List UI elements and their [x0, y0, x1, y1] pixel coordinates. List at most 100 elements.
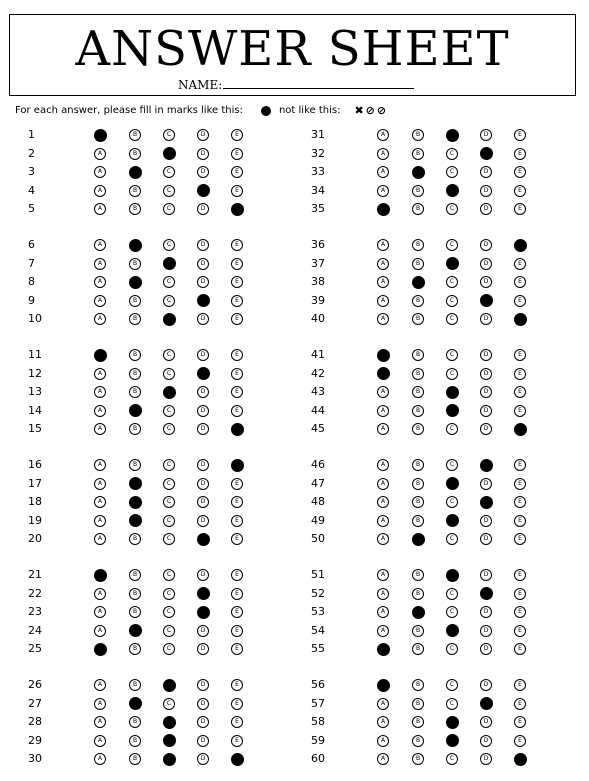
answer-bubble-c[interactable]: C — [163, 496, 175, 508]
answer-bubble-b[interactable]: B — [412, 257, 424, 270]
answer-bubble-c[interactable]: C — [163, 349, 175, 361]
answer-bubble-a[interactable]: A — [377, 423, 389, 435]
answer-bubble-b[interactable] — [128, 514, 142, 527]
answer-bubble-a[interactable]: A — [94, 184, 106, 197]
answer-bubble-a[interactable]: A — [377, 239, 389, 251]
answer-bubble-e[interactable]: E — [514, 276, 526, 288]
answer-bubble-a[interactable]: A — [377, 624, 389, 637]
answer-bubble-a[interactable]: A — [377, 386, 389, 398]
answer-bubble-e[interactable]: E — [231, 496, 243, 508]
answer-bubble-d[interactable]: D — [197, 239, 209, 251]
answer-bubble-d[interactable]: D — [480, 184, 492, 197]
answer-bubble-a[interactable]: A — [94, 496, 106, 508]
answer-bubble-b[interactable] — [128, 238, 142, 252]
answer-bubble-e[interactable]: E — [514, 679, 526, 691]
answer-bubble-c[interactable] — [162, 715, 176, 729]
answer-bubble-e[interactable]: E — [231, 697, 243, 710]
answer-bubble-c[interactable]: C — [446, 367, 458, 380]
answer-bubble-c[interactable] — [445, 184, 459, 197]
answer-bubble-c[interactable]: C — [163, 606, 175, 618]
answer-bubble-d[interactable]: D — [480, 239, 492, 251]
answer-bubble-d[interactable] — [196, 587, 210, 600]
answer-bubble-c[interactable] — [445, 128, 459, 142]
answer-bubble-a[interactable]: A — [94, 753, 106, 765]
answer-bubble-b[interactable]: B — [129, 349, 141, 361]
answer-bubble-d[interactable]: D — [480, 257, 492, 270]
answer-bubble-a[interactable]: A — [94, 386, 106, 398]
answer-bubble-d[interactable]: D — [480, 716, 492, 728]
answer-bubble-d[interactable]: D — [197, 276, 209, 288]
answer-bubble-c[interactable] — [162, 752, 176, 766]
answer-bubble-b[interactable] — [128, 697, 142, 710]
answer-bubble-d[interactable]: D — [197, 716, 209, 728]
answer-bubble-d[interactable]: D — [197, 643, 209, 655]
answer-bubble-a[interactable]: A — [377, 459, 389, 471]
answer-bubble-e[interactable]: E — [514, 569, 526, 581]
answer-bubble-e[interactable]: E — [231, 477, 243, 490]
answer-bubble-e[interactable]: E — [514, 386, 526, 398]
answer-bubble-e[interactable]: E — [231, 569, 243, 581]
answer-bubble-b[interactable]: B — [412, 643, 424, 655]
answer-bubble-c[interactable]: C — [163, 129, 175, 141]
answer-bubble-a[interactable]: A — [94, 166, 106, 178]
answer-bubble-a[interactable]: A — [377, 184, 389, 197]
answer-bubble-a[interactable] — [376, 642, 390, 656]
answer-bubble-b[interactable]: B — [412, 587, 424, 600]
answer-bubble-a[interactable] — [376, 202, 390, 216]
answer-bubble-c[interactable] — [162, 312, 176, 326]
answer-bubble-b[interactable] — [128, 165, 142, 179]
answer-bubble-b[interactable]: B — [129, 313, 141, 325]
answer-bubble-c[interactable]: C — [446, 533, 458, 545]
answer-bubble-e[interactable]: E — [514, 294, 526, 307]
answer-bubble-e[interactable]: E — [231, 386, 243, 398]
answer-bubble-e[interactable]: E — [231, 533, 243, 545]
answer-bubble-e[interactable]: E — [231, 257, 243, 270]
answer-bubble-d[interactable]: D — [197, 514, 209, 527]
answer-bubble-b[interactable]: B — [129, 753, 141, 765]
answer-bubble-c[interactable]: C — [163, 697, 175, 710]
answer-bubble-c[interactable] — [445, 257, 459, 270]
answer-bubble-a[interactable]: A — [377, 606, 389, 618]
answer-bubble-d[interactable] — [479, 458, 493, 472]
answer-bubble-a[interactable]: A — [94, 514, 106, 527]
answer-bubble-a[interactable]: A — [94, 239, 106, 251]
answer-bubble-d[interactable]: D — [480, 166, 492, 178]
answer-bubble-e[interactable] — [230, 752, 244, 766]
answer-bubble-e[interactable]: E — [514, 147, 526, 160]
name-field[interactable] — [223, 77, 415, 89]
answer-bubble-e[interactable]: E — [514, 367, 526, 380]
answer-bubble-d[interactable]: D — [480, 734, 492, 747]
answer-bubble-a[interactable] — [93, 128, 107, 142]
answer-bubble-d[interactable] — [196, 605, 210, 619]
answer-bubble-c[interactable]: C — [446, 276, 458, 288]
answer-bubble-d[interactable]: D — [197, 147, 209, 160]
answer-bubble-b[interactable]: B — [412, 624, 424, 637]
answer-bubble-c[interactable] — [162, 147, 176, 160]
answer-bubble-a[interactable]: A — [94, 679, 106, 691]
answer-bubble-d[interactable]: D — [197, 477, 209, 490]
answer-bubble-e[interactable] — [513, 422, 527, 436]
answer-bubble-b[interactable]: B — [129, 679, 141, 691]
answer-bubble-c[interactable]: C — [446, 643, 458, 655]
answer-bubble-d[interactable]: D — [480, 533, 492, 545]
answer-bubble-e[interactable]: E — [231, 606, 243, 618]
answer-bubble-e[interactable]: E — [514, 533, 526, 545]
answer-bubble-b[interactable]: B — [412, 514, 424, 527]
answer-bubble-a[interactable]: A — [94, 294, 106, 307]
answer-bubble-e[interactable]: E — [514, 587, 526, 600]
answer-bubble-a[interactable] — [93, 348, 107, 362]
answer-bubble-d[interactable]: D — [480, 349, 492, 361]
answer-bubble-e[interactable]: E — [514, 257, 526, 270]
answer-bubble-e[interactable]: E — [514, 459, 526, 471]
answer-bubble-a[interactable]: A — [94, 147, 106, 160]
answer-bubble-b[interactable]: B — [412, 734, 424, 747]
answer-bubble-a[interactable]: A — [377, 587, 389, 600]
answer-bubble-a[interactable]: A — [377, 753, 389, 765]
answer-bubble-c[interactable]: C — [446, 349, 458, 361]
answer-bubble-c[interactable]: C — [163, 587, 175, 600]
answer-bubble-e[interactable]: E — [231, 166, 243, 178]
answer-bubble-c[interactable]: C — [163, 643, 175, 655]
answer-bubble-a[interactable]: A — [377, 697, 389, 710]
answer-bubble-b[interactable]: B — [412, 697, 424, 710]
answer-bubble-b[interactable]: B — [412, 239, 424, 251]
